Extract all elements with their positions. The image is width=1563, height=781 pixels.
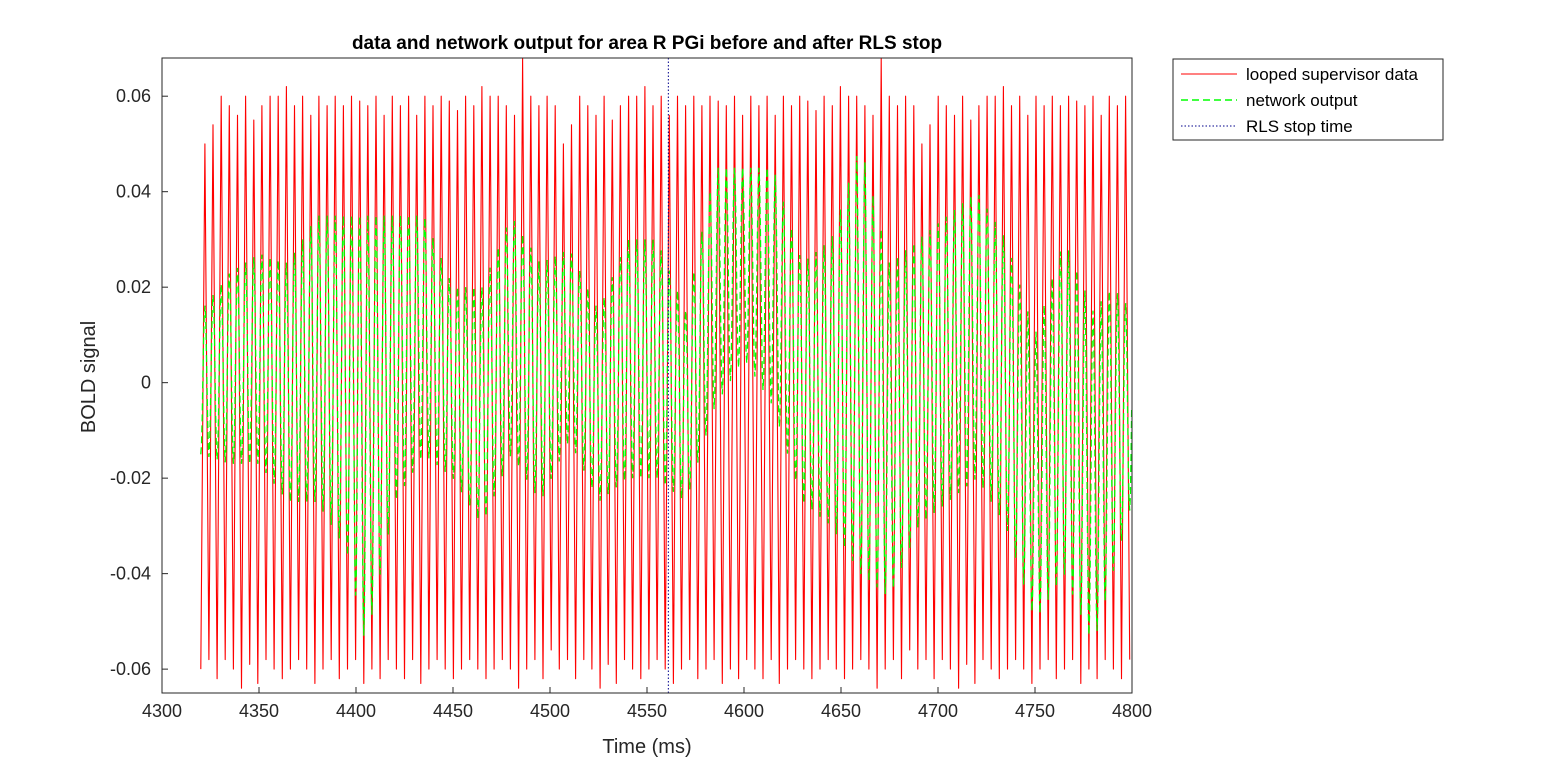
series-layer [200, 57, 1133, 693]
legend: looped supervisor data network output RLS … [1172, 58, 1444, 141]
x-tick-label: 4350 [239, 701, 279, 721]
x-tick-label: 4300 [142, 701, 182, 721]
x-tick-label: 4750 [1015, 701, 1055, 721]
x-tick-label: 4450 [433, 701, 473, 721]
x-tick-label: 4800 [1112, 701, 1152, 721]
plot-area: 4300 4350 4400 4450 4500 4550 4600 4650 4700 4750… [110, 57, 1152, 721]
x-tick-label: 4600 [724, 701, 764, 721]
chart-title: data and network output for area R PGi b… [352, 33, 942, 54]
x-tick-label: 4700 [918, 701, 958, 721]
y-tick-label: 0.02 [116, 277, 151, 297]
y-axis-label: BOLD signal [78, 321, 100, 433]
x-tick-label: 4400 [336, 701, 376, 721]
y-tick-label: 0.06 [116, 86, 151, 106]
x-tick-label: 4500 [530, 701, 570, 721]
legend-entry-label: network output [1246, 91, 1358, 110]
x-tick-label: 4550 [627, 701, 667, 721]
y-tick-label: -0.04 [110, 564, 151, 584]
legend-entry-label: RLS stop time [1246, 117, 1353, 136]
legend-entry-label: looped supervisor data [1246, 65, 1419, 84]
x-tick-label: 4650 [821, 701, 861, 721]
y-axis: -0.06 -0.04 -0.02 0 0.02 0.04 0.06 [110, 86, 168, 679]
series-network-output [200, 155, 1133, 636]
y-tick-label: 0 [141, 373, 151, 393]
x-axis-label: Time (ms) [602, 736, 691, 758]
y-tick-label: -0.06 [110, 659, 151, 679]
y-tick-label: -0.02 [110, 468, 151, 488]
y-tick-label: 0.04 [116, 182, 151, 202]
x-axis: 4300 4350 4400 4450 4500 4550 4600 4650 4700 4750… [142, 687, 1152, 721]
series-looped-supervisor-data [200, 57, 1131, 689]
